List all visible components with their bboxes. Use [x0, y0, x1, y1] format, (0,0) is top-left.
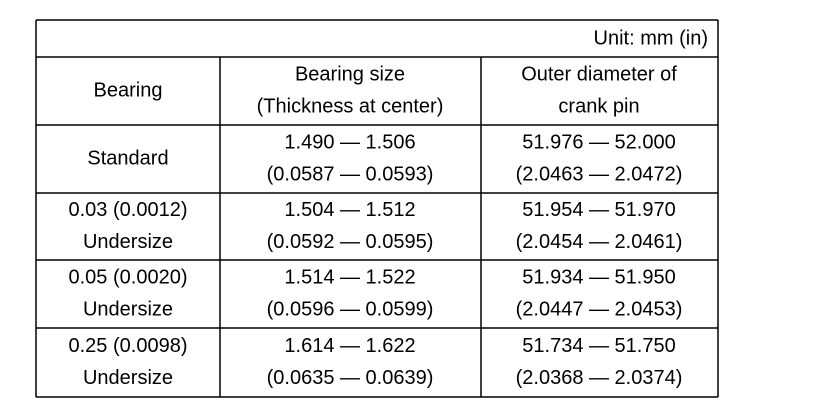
table-cell: (2.0368 — 2.0374) — [516, 367, 683, 389]
header-cell: Bearing size — [295, 63, 405, 85]
table-cell: (2.0447 — 2.0453) — [516, 298, 683, 320]
table-cell: (0.0635 — 0.0639) — [267, 367, 434, 389]
table-cell: Undersize — [83, 367, 173, 389]
table-borders — [35, 19, 719, 398]
table-cell: 51.734 — 51.750 — [522, 335, 675, 357]
table-cell: 1.514 — 1.522 — [284, 266, 415, 288]
table-cell: (2.0463 — 2.0472) — [516, 163, 683, 185]
table-cell: Undersize — [83, 231, 173, 253]
unit-label: Unit: mm (in) — [594, 27, 708, 49]
table-cell: 1.614 — 1.622 — [284, 335, 415, 357]
header-cell: crank pin — [558, 95, 639, 117]
table-cell: (0.0592 — 0.0595) — [267, 231, 434, 253]
table-cell: 51.954 — 51.970 — [522, 199, 675, 221]
table-cell: (0.0596 — 0.0599) — [267, 298, 434, 320]
table-cell: 1.490 — 1.506 — [284, 131, 415, 153]
table-cell: Standard — [87, 147, 168, 169]
table-cell: 51.934 — 51.950 — [522, 266, 675, 288]
table-cell: (2.0454 — 2.0461) — [516, 231, 683, 253]
header-cell: (Thickness at center) — [257, 95, 444, 117]
table-cell: 51.976 — 52.000 — [522, 131, 675, 153]
table-cell: (0.0587 — 0.0593) — [267, 163, 434, 185]
table-cell: Undersize — [83, 298, 173, 320]
table-cell: 1.504 — 1.512 — [284, 199, 415, 221]
table-cell: 0.03 (0.0012) — [69, 199, 188, 221]
table-cell: 0.05 (0.0020) — [69, 266, 188, 288]
header-cell: Outer diameter of — [521, 63, 677, 85]
header-cell: Bearing — [94, 79, 163, 101]
table-cell: 0.25 (0.0098) — [69, 335, 188, 357]
